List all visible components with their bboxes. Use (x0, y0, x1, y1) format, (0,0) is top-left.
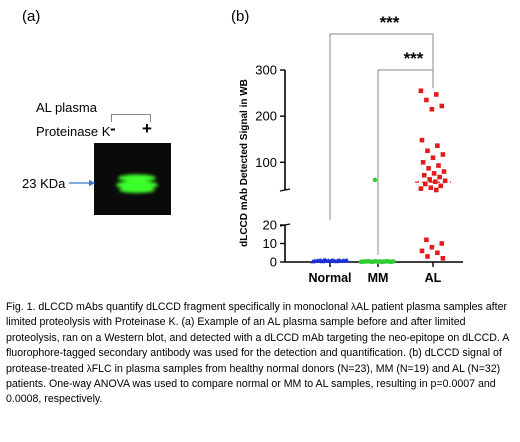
axis-break-mark (279, 188, 291, 192)
data-point (424, 97, 429, 103)
significance-bracket (377, 69, 434, 255)
caption-rest-2: FLC in plasma samples from healthy norma… (6, 362, 501, 406)
data-point (418, 186, 424, 191)
significance-label: *** (404, 49, 424, 68)
data-point (428, 185, 434, 190)
data-point (440, 256, 446, 261)
caption-lambda: λ (351, 302, 357, 313)
data-point (419, 137, 425, 143)
band-size-label: 23 KDa (22, 176, 66, 191)
data-point (429, 106, 435, 112)
data-point (440, 152, 446, 157)
caption-rest: AL patient plasma samples after limited … (6, 301, 509, 375)
data-point (420, 160, 426, 165)
data-point (425, 254, 430, 259)
sample-bracket (111, 114, 151, 122)
data-point (436, 163, 441, 168)
data-point (372, 177, 378, 183)
data-point (442, 178, 448, 184)
data-point (439, 103, 445, 109)
data-point (430, 155, 436, 160)
band-arrow-icon (69, 179, 95, 187)
data-point (426, 166, 431, 171)
sample-label: AL plasma (36, 100, 97, 115)
y-tick-label: 20 (263, 218, 277, 233)
data-point (434, 187, 439, 193)
x-tick-label: MM (368, 271, 389, 285)
y-tick-label: 100 (255, 155, 277, 170)
y-axis-label: dLCCD mAb Detected Signal in WB (239, 79, 250, 247)
y-tick-label: 300 (255, 63, 277, 78)
scatter-chart: dLCCD mAb Detected Signal in WB 0 10 20 100… (239, 13, 463, 285)
lane-minus: - (110, 119, 116, 138)
data-point (438, 183, 443, 189)
data-point (435, 250, 440, 256)
data-point (423, 181, 428, 187)
caption-lambda-2: λ (86, 363, 92, 375)
caption-prefix: Fig. 1. dLCCD mAbs quantify dLCCD fragme… (6, 301, 352, 313)
data-point (437, 174, 442, 180)
data-point (441, 169, 447, 174)
significance-label: *** (380, 13, 400, 32)
data-point (435, 143, 440, 148)
panel-b-label: (b) (231, 8, 250, 25)
data-point (419, 248, 425, 254)
data-point (390, 259, 396, 264)
y-tick-label: 200 (255, 109, 277, 124)
figure-caption: Fig. 1. dLCCD mAbs quantify dLCCD fragme… (6, 300, 514, 408)
data-point (344, 257, 350, 263)
x-tick-label: Normal (308, 271, 351, 285)
data-point (432, 179, 438, 184)
data-point (429, 244, 435, 250)
data-point (439, 241, 445, 246)
y-tick-label: 10 (263, 236, 277, 251)
data-point (427, 177, 432, 182)
data-point (421, 172, 427, 178)
western-blot-image (94, 143, 171, 215)
data-point (434, 92, 439, 97)
significance-bracket (329, 33, 434, 220)
data-point (431, 171, 437, 176)
data-point (418, 88, 424, 94)
x-tick-label: AL (425, 271, 442, 285)
data-point (425, 148, 430, 154)
panel-a-label: (a) (22, 8, 41, 25)
data-point (424, 237, 429, 243)
y-tick-label: 0 (270, 255, 277, 270)
treatment-label: Proteinase K (36, 124, 111, 139)
lane-plus: + (142, 119, 152, 138)
